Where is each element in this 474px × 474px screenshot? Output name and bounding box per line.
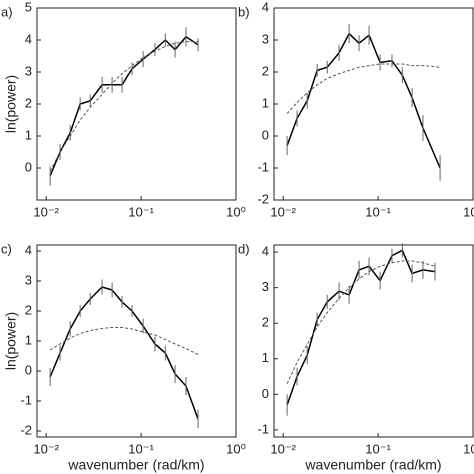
x-axis-label: wavenumber (rad/km) [304, 457, 441, 473]
fit-line [286, 63, 441, 114]
x-tick-label: 10⁻¹ [128, 441, 154, 456]
y-tick-label: 1 [25, 127, 32, 142]
x-tick-label: 10⁻¹ [365, 204, 391, 219]
data-line [49, 35, 199, 177]
fit-line [49, 327, 199, 355]
plot-frame [36, 7, 237, 201]
y-tick-label: 4 [25, 31, 32, 46]
y-tick-label: -1 [257, 421, 269, 436]
data-line [49, 286, 199, 420]
y-tick-label: 2 [262, 63, 269, 78]
y-tick-label: 4 [262, 244, 269, 259]
y-tick-label: 3 [25, 272, 32, 287]
data-line [286, 32, 441, 169]
x-tick-label: 10⁰ [463, 441, 474, 456]
y-tick-label: -1 [20, 392, 32, 407]
x-tick-label: 10⁰ [463, 204, 474, 219]
y-tick-label: 1 [262, 350, 269, 365]
y-tick-label: -1 [257, 159, 269, 174]
x-tick-label: 10⁻² [33, 441, 59, 456]
panel-label: a) [1, 4, 13, 19]
panel-label: d) [238, 241, 250, 256]
y-tick-label: 0 [262, 127, 269, 142]
x-tick-label: 10⁻¹ [128, 204, 154, 219]
y-tick-label: 2 [25, 95, 32, 110]
y-tick-label: 0 [25, 362, 32, 377]
y-axis-label: ln(power) [3, 312, 19, 370]
y-tick-label: -2 [257, 191, 269, 206]
x-axis-label: wavenumber (rad/km) [67, 457, 204, 473]
x-tick-label: 10⁻² [270, 441, 296, 456]
y-tick-label: 2 [262, 315, 269, 330]
data-line [286, 249, 436, 406]
x-tick-label: 10⁰ [226, 204, 246, 219]
plot-frame [273, 244, 474, 438]
y-tick-label: 5 [25, 0, 32, 14]
fit-line [49, 41, 199, 172]
y-tick-label: 1 [25, 332, 32, 347]
y-tick-label: 1 [262, 95, 269, 110]
panel-label: c) [1, 241, 12, 256]
x-tick-label: 10⁻² [33, 204, 59, 219]
y-tick-label: -2 [20, 422, 32, 437]
x-tick-label: 10⁰ [226, 441, 246, 456]
y-axis-label: ln(power) [3, 75, 19, 133]
y-tick-label: 0 [262, 386, 269, 401]
x-tick-label: 10⁻² [270, 204, 296, 219]
y-tick-label: 0 [25, 159, 32, 174]
y-tick-label: 4 [262, 0, 269, 14]
plot-frame [36, 244, 237, 438]
x-tick-label: 10⁻¹ [365, 441, 391, 456]
y-tick-label: 3 [25, 63, 32, 78]
y-tick-label: 4 [25, 242, 32, 257]
y-tick-label: 3 [262, 31, 269, 46]
y-tick-label: 3 [262, 279, 269, 294]
y-tick-label: 2 [25, 302, 32, 317]
panel-label: b) [238, 4, 250, 19]
fit-line [286, 260, 436, 384]
plot-frame [273, 7, 474, 201]
